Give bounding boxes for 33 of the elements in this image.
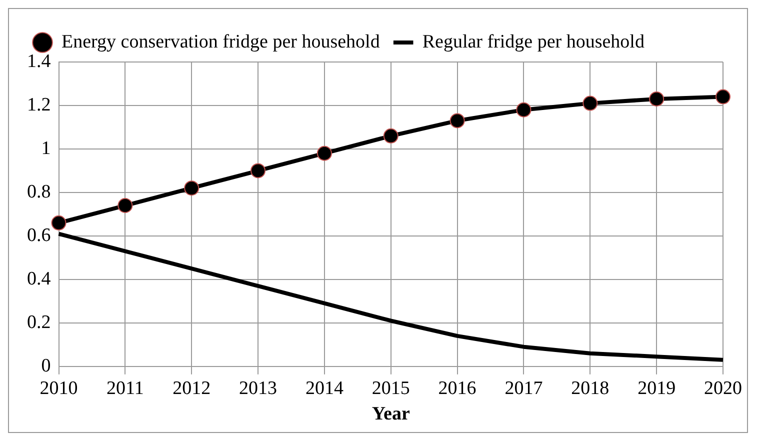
x-tick-label: 2018 (571, 378, 610, 399)
x-tick-label: 2013 (239, 378, 278, 399)
x-tick-label: 2016 (438, 378, 476, 399)
x-tick-label: 2020 (704, 378, 742, 399)
point (250, 163, 266, 178)
x-tick-label: 2012 (172, 378, 211, 399)
point (649, 91, 664, 106)
y-tick-label: 1.2 (27, 94, 51, 116)
point (316, 146, 332, 161)
x-tick-label: 2010 (40, 378, 78, 399)
legend-label: Energy conservation fridge per household (62, 31, 380, 52)
y-tick-label: 1 (41, 138, 51, 159)
y-tick-label: 0.6 (27, 224, 51, 246)
y-tick-label: 1.4 (27, 50, 52, 72)
point (118, 198, 133, 214)
y-tick-label: 0.2 (27, 312, 51, 333)
point (716, 89, 730, 104)
point (516, 102, 532, 118)
legend-label: Regular fridge per household (422, 31, 645, 52)
point (582, 96, 598, 111)
x-tick-label: 2017 (504, 378, 543, 399)
y-tick-label: 0.8 (27, 181, 51, 202)
y-tick-label: 0.4 (27, 268, 52, 290)
x-tick-label: 2011 (106, 378, 144, 399)
x-tick-label: 2019 (638, 378, 676, 399)
y-tick-label: 0 (41, 355, 51, 376)
point (184, 180, 200, 196)
point (450, 113, 465, 128)
point (51, 215, 66, 230)
x-tick-label: 2015 (372, 378, 410, 399)
x-axis-title: Year (372, 404, 410, 425)
x-tick-label: 2014 (305, 378, 344, 399)
point (383, 128, 398, 144)
